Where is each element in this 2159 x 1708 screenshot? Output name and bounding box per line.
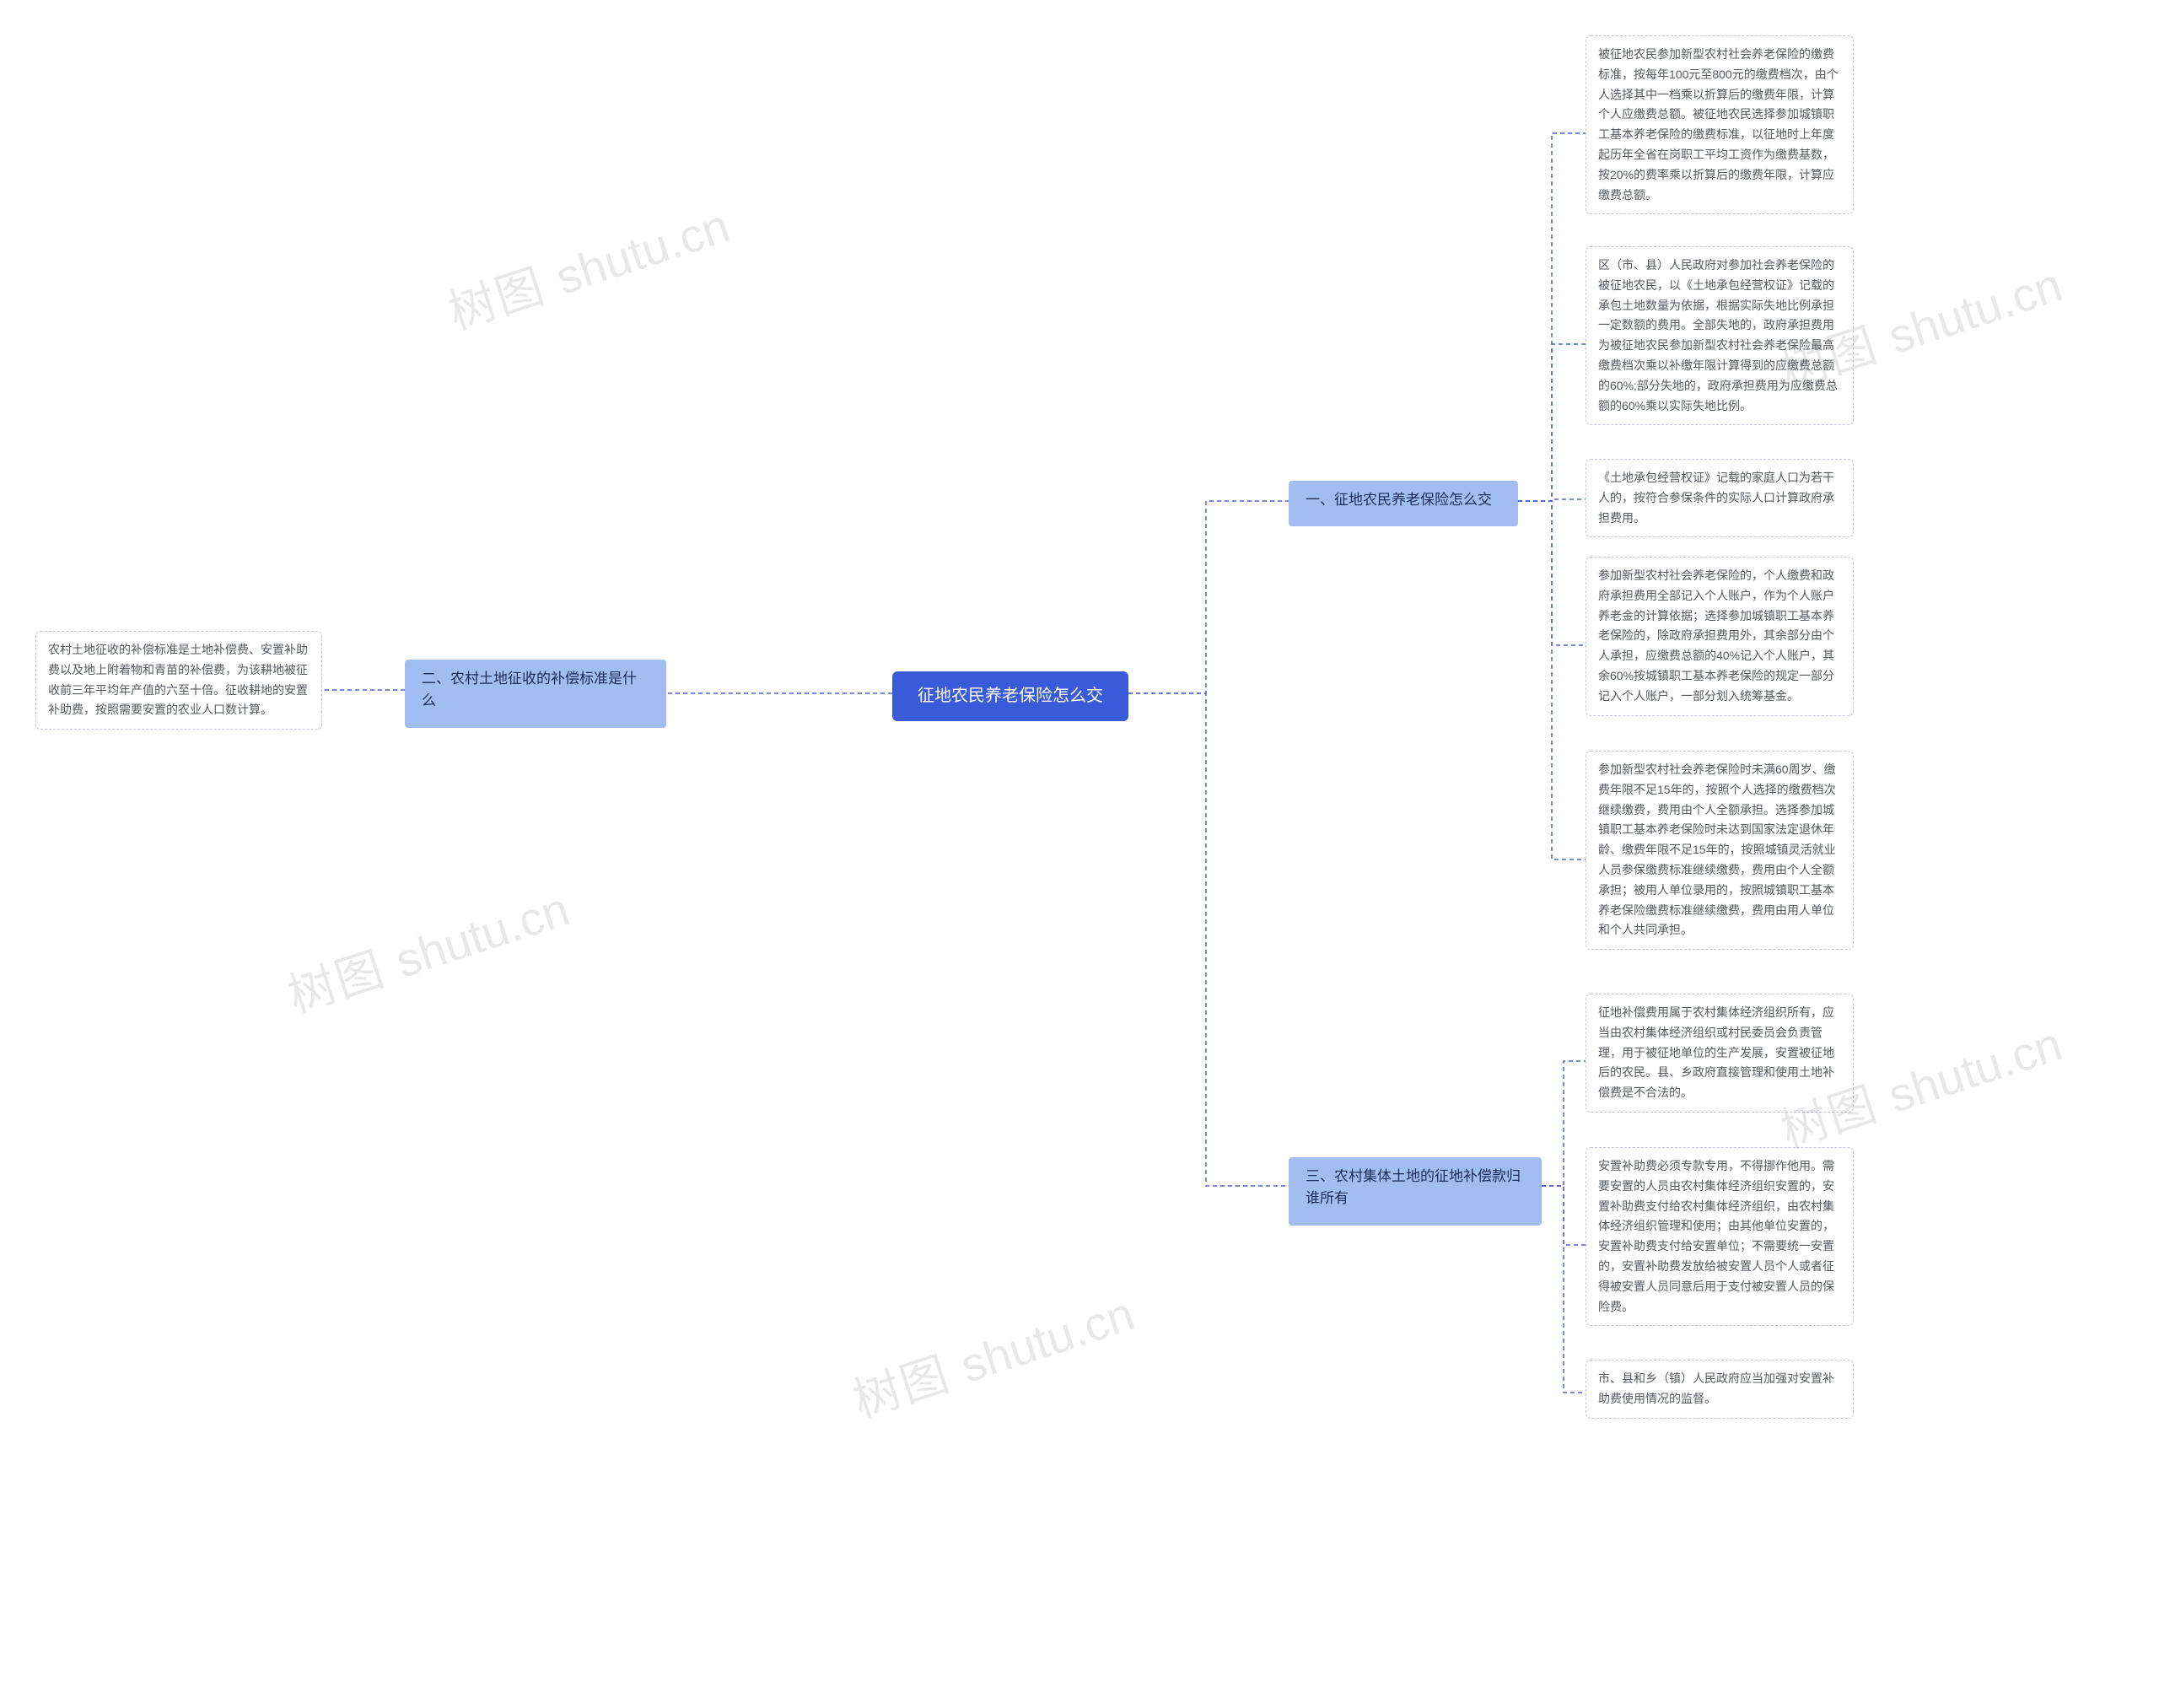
leaf-node-1-2[interactable]: 区（市、县）人民政府对参加社会养老保险的被征地农民，以《土地承包经营权证》记载的…	[1586, 246, 1854, 425]
leaf-node-1-4[interactable]: 参加新型农村社会养老保险的，个人缴费和政府承担费用全部记入个人账户，作为个人账户…	[1586, 557, 1854, 716]
leaf-node-3-3[interactable]: 市、县和乡（镇）人民政府应当加强对安置补助费使用情况的监督。	[1586, 1360, 1854, 1419]
leaf-node-1-3[interactable]: 《土地承包经营权证》记载的家庭人口为若干人的，按符合参保条件的实际人口计算政府承…	[1586, 459, 1854, 537]
branch-node-3[interactable]: 三、农村集体土地的征地补偿款归谁所有	[1289, 1157, 1542, 1226]
leaf-node-3-2[interactable]: 安置补助费必须专款专用，不得挪作他用。需要安置的人员由农村集体经济组织安置的，安…	[1586, 1147, 1854, 1326]
branch-node-1[interactable]: 一、征地农民养老保险怎么交	[1289, 481, 1518, 526]
leaf-node-1-1[interactable]: 被征地农民参加新型农村社会养老保险的缴费标准，按每年100元至800元的缴费档次…	[1586, 35, 1854, 214]
root-node[interactable]: 征地农民养老保险怎么交	[892, 671, 1128, 721]
leaf-node-1-5[interactable]: 参加新型农村社会养老保险时未满60周岁、缴费年限不足15年的，按照个人选择的缴费…	[1586, 751, 1854, 950]
leaf-node-2-1[interactable]: 农村土地征收的补偿标准是土地补偿费、安置补助费以及地上附着物和青苗的补偿费，为该…	[35, 631, 322, 730]
leaf-node-3-1[interactable]: 征地补偿费用属于农村集体经济组织所有，应当由农村集体经济组织或村民委员会负责管理…	[1586, 994, 1854, 1113]
branch-node-2[interactable]: 二、农村土地征收的补偿标准是什么	[405, 660, 666, 728]
